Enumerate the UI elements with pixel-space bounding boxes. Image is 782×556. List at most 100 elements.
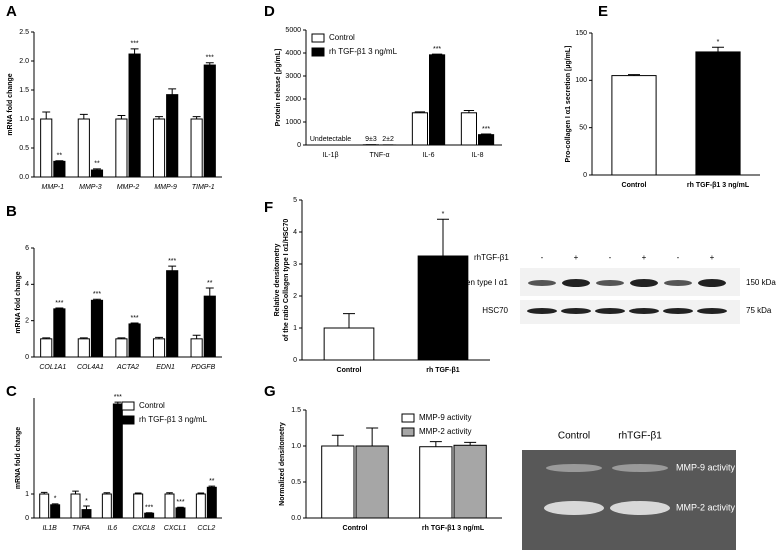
y-tick-label: 100 [575, 77, 587, 84]
bar [112, 403, 123, 519]
bar [195, 493, 206, 519]
legend-swatch [121, 401, 135, 411]
error-bar [712, 46, 724, 52]
band-label: MMP-9 activity [676, 462, 736, 472]
y-tick-label: 4 [25, 281, 29, 288]
bar [166, 270, 179, 358]
x-tick-label: CXCL1 [164, 525, 187, 532]
error-bar [205, 62, 214, 66]
error-bar [55, 307, 64, 309]
bar [144, 512, 155, 519]
y-tick-label: 0.0 [291, 515, 301, 522]
error-bar [168, 88, 177, 95]
band [561, 308, 591, 314]
bar [460, 112, 478, 146]
x-tick-label: COL1A1 [39, 364, 66, 371]
x-tick-label: CXCL8 [132, 525, 155, 532]
y-tick-label: 1.5 [19, 87, 29, 94]
bar [81, 509, 92, 519]
lane-label: + [574, 253, 579, 262]
lane-label: - [541, 253, 544, 262]
legend-swatch [121, 415, 135, 425]
bar [90, 299, 104, 358]
y-axis-label: of the ratio Collagen type I α1/HSC70 [283, 219, 290, 342]
x-tick-label: rh TGF-β1 3 ng/mL [422, 525, 485, 532]
significance: * [442, 211, 445, 218]
lane-label: - [677, 253, 680, 262]
bar [190, 338, 203, 358]
error-bar [42, 111, 51, 119]
panel-letter: F [264, 199, 273, 216]
error-bar [155, 116, 163, 119]
significance: *** [433, 46, 441, 53]
significance: ** [209, 478, 215, 485]
band [664, 280, 692, 286]
significance: *** [482, 126, 490, 133]
band [546, 464, 602, 472]
y-axis-label: Protein release [pg/mL] [275, 49, 282, 127]
error-bar [192, 116, 201, 119]
y-tick-label: 5 [293, 197, 297, 204]
panel-letter: A [6, 3, 17, 20]
bar [611, 75, 657, 176]
y-tick-label: 2 [25, 318, 29, 325]
significance: *** [145, 505, 153, 512]
error-bar [130, 48, 139, 55]
x-tick-label: IL-6 [422, 152, 434, 159]
error-bar [93, 168, 101, 171]
error-bar [192, 334, 201, 339]
y-tick-label: 1 [293, 325, 297, 332]
error-bar [155, 336, 163, 339]
error-bar [197, 492, 205, 494]
y-tick-label: 4000 [285, 50, 301, 57]
y-tick-label: 0 [293, 357, 297, 364]
error-bar [431, 53, 443, 55]
y-tick-label: 6 [25, 245, 29, 252]
legend-label: Control [329, 33, 355, 42]
y-axis-label: Relative densitometry [274, 244, 281, 317]
error-bar [93, 298, 101, 301]
y-tick-label: 1 [25, 491, 29, 498]
size-label: 75 kDa [746, 306, 772, 315]
x-tick-label: PDGFB [191, 364, 215, 371]
error-bar [414, 111, 426, 113]
significance: ** [94, 161, 100, 168]
panel-letter: D [264, 3, 275, 20]
error-bar [168, 265, 177, 271]
significance: *** [93, 291, 101, 298]
band [697, 308, 727, 314]
y-tick-label: 0.5 [19, 145, 29, 152]
y-axis-label: mRNA fold change [15, 271, 22, 333]
error-bar [628, 74, 640, 76]
legend-label: Control [139, 401, 165, 410]
x-tick-label: IL6 [107, 525, 117, 532]
band [544, 501, 604, 515]
bar [429, 54, 446, 146]
error-bar [79, 113, 88, 119]
error-bar [480, 133, 492, 135]
error-bar [205, 287, 214, 297]
legend-swatch [311, 33, 325, 43]
significance: * [85, 498, 88, 505]
bar [77, 118, 90, 178]
bar [90, 169, 104, 178]
bar [203, 64, 216, 178]
error-bar [134, 492, 142, 494]
significance: *** [206, 55, 214, 62]
bar [478, 134, 495, 146]
y-tick-label: 0 [297, 142, 301, 149]
bar [53, 160, 66, 178]
value-label: 2±2 [382, 136, 394, 143]
bar [115, 338, 128, 358]
bar [40, 338, 53, 358]
band-label: MMP-2 activity [676, 502, 736, 512]
error-bar [117, 115, 126, 119]
x-tick-label: rh TGF-β1 [426, 367, 460, 374]
row-label: Collagen type I α1 [443, 278, 508, 287]
x-tick-label: rh TGF-β1 3 ng/mL [687, 182, 750, 189]
x-tick-label: TNF-α [370, 152, 390, 159]
error-bar [117, 337, 126, 339]
x-tick-label: EDN1 [156, 364, 175, 371]
y-axis-label: Normalized densitometry [279, 422, 286, 506]
